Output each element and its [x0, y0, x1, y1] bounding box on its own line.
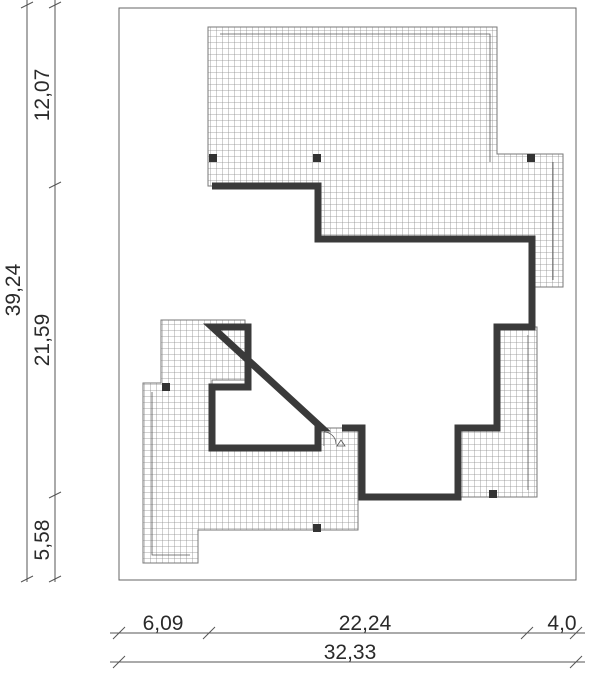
- dim-left-bottom-label: 5,58: [31, 520, 54, 561]
- terrace-west-edge: [151, 392, 190, 556]
- column: [313, 524, 321, 532]
- tick: [569, 655, 583, 669]
- column: [162, 383, 170, 391]
- tick: [202, 626, 216, 640]
- dim-left-outer-label: 39,24: [2, 263, 25, 316]
- tick: [48, 181, 62, 189]
- dim-left-top-label: 12,07: [31, 69, 54, 122]
- terrace-edge-lines: [151, 33, 554, 556]
- tick: [48, 491, 62, 499]
- tick: [48, 1, 62, 9]
- plot-boundary: [118, 7, 577, 581]
- bottom-dimensions: 6,09 22,24 4,0 32,33: [110, 612, 585, 669]
- column: [489, 490, 497, 498]
- building-walls: [203, 182, 536, 501]
- entrance-detail: [323, 431, 346, 447]
- tick: [20, 1, 34, 9]
- dim-bottom-left-label: 6,09: [143, 612, 184, 635]
- tick: [112, 626, 126, 640]
- tick: [20, 575, 34, 583]
- column: [527, 154, 535, 162]
- left-dimensions: 39,24 12,07 21,59 5,58: [2, 0, 62, 583]
- terrace-north: [207, 26, 564, 288]
- dim-bottom-middle-label: 22,24: [339, 612, 392, 635]
- step-triangle: [336, 439, 346, 447]
- tick: [112, 655, 126, 669]
- dim-bottom-total-label: 32,33: [324, 641, 377, 664]
- column: [313, 154, 321, 162]
- tick: [520, 626, 534, 640]
- dim-left-middle-label: 21,59: [31, 314, 54, 367]
- dim-bottom-right-label: 4,0: [547, 612, 576, 635]
- terrace-areas: [142, 26, 564, 564]
- door-swing: [323, 431, 337, 446]
- tick: [569, 626, 583, 640]
- columns: [162, 154, 535, 532]
- column: [209, 154, 217, 162]
- terrace-north-edge: [220, 33, 491, 162]
- tick: [48, 575, 62, 583]
